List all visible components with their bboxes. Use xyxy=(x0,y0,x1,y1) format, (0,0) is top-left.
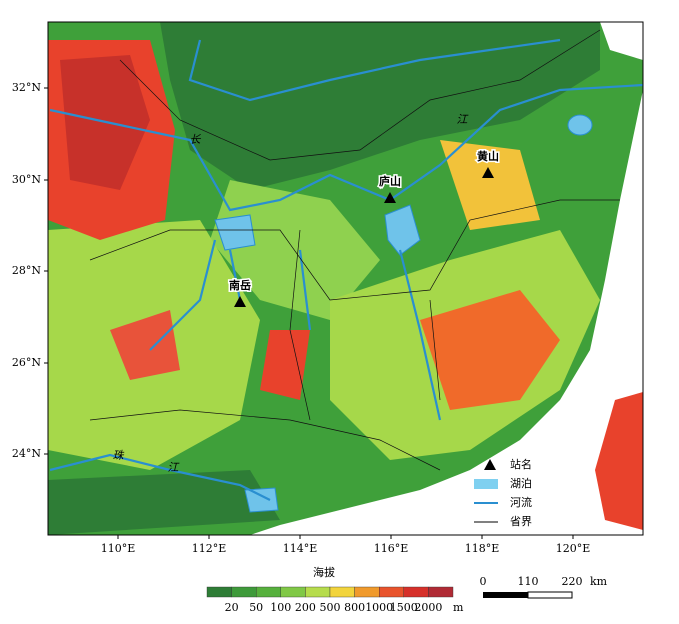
colorbar-unit: m xyxy=(453,601,464,614)
station-label: 黄山 xyxy=(477,149,499,163)
station-marker xyxy=(384,192,396,203)
colorbar-swatch xyxy=(305,586,331,598)
lat-label: 32°N xyxy=(12,81,41,94)
scale-label: 0 xyxy=(480,575,487,588)
legend-station xyxy=(484,459,496,470)
colorbar-label: 800 xyxy=(344,601,365,614)
lat-label: 26°N xyxy=(12,356,41,369)
station-label: 庐山 xyxy=(379,174,401,188)
lat-label: 30°N xyxy=(12,173,41,186)
colorbar-swatch xyxy=(329,586,355,598)
colorbar-label: 500 xyxy=(320,601,341,614)
lon-label: 116°E xyxy=(374,542,409,555)
colorbar-swatch xyxy=(403,586,429,598)
legend-label: 省界 xyxy=(510,515,532,528)
station-marker xyxy=(234,296,246,307)
lon-label: 110°E xyxy=(101,542,136,555)
lon-label: 112°E xyxy=(192,542,227,555)
river-label: 珠 xyxy=(113,449,125,462)
legend-label: 站名 xyxy=(510,457,532,471)
lat-label: 28°N xyxy=(12,264,41,277)
terrain xyxy=(48,22,643,535)
colorbar-label: 20 xyxy=(225,601,239,614)
map-frame xyxy=(47,21,644,536)
legend-label: 河流 xyxy=(510,495,532,509)
colorbar-label: 100 xyxy=(270,601,291,614)
colorbar-title: 海拔 xyxy=(313,565,335,579)
scale-bar-white xyxy=(527,591,573,599)
station-marker xyxy=(482,167,494,178)
colorbar-label: 2000 xyxy=(414,601,442,614)
colorbar-label: 200 xyxy=(295,601,316,614)
legend-lake xyxy=(474,479,498,489)
colorbar-label: 1000 xyxy=(365,601,393,614)
colorbar-label: 50 xyxy=(249,601,263,614)
scale-label: 110 xyxy=(518,575,539,588)
scale-label: 220 xyxy=(562,575,583,588)
river-label: 长 xyxy=(190,133,202,146)
lat-label: 24°N xyxy=(12,447,41,460)
river-label: 江 xyxy=(457,113,469,126)
lon-label: 118°E xyxy=(465,542,500,555)
colorbar-swatch xyxy=(256,586,282,598)
station-label: 南岳 xyxy=(229,278,251,292)
colorbar-swatch xyxy=(280,586,306,598)
scale-bar-black xyxy=(483,592,528,598)
colorbar-swatch xyxy=(231,586,257,598)
colorbar-swatch xyxy=(379,586,405,598)
scale-unit: km xyxy=(590,575,608,588)
colorbar-swatch xyxy=(354,586,380,598)
colorbar-swatch xyxy=(206,586,232,598)
legend-label: 湖泊 xyxy=(510,477,532,490)
lon-label: 120°E xyxy=(556,542,591,555)
colorbar-swatch xyxy=(428,586,454,598)
colorbar-label: 1500 xyxy=(390,601,418,614)
lon-label: 114°E xyxy=(283,542,318,555)
river-label: 江 xyxy=(168,461,180,474)
